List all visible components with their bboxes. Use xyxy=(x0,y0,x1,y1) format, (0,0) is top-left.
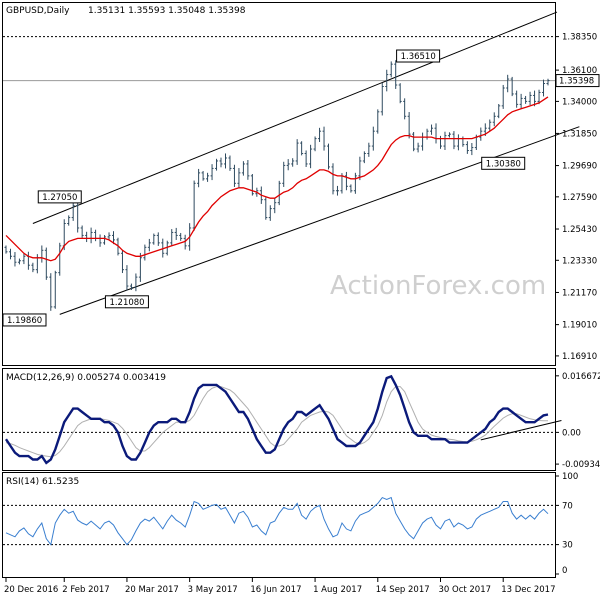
price-annotation-label: 1.36510 xyxy=(401,52,436,62)
price-annotation-box xyxy=(2,313,47,327)
x-axis: 20 Dec 2016 2 Feb 2017 20 Mar 2017 3 May 20… xyxy=(4,578,556,595)
rsi-panel-title: RSI(14) 61.5235 xyxy=(6,477,79,487)
current-price-box xyxy=(555,74,600,88)
price-tick-label: 1.36100 xyxy=(562,66,597,76)
price-annotation-label: 1.30380 xyxy=(486,159,521,169)
channel-upper-line xyxy=(32,11,558,224)
x-tick-label: 13 Dec 2017 xyxy=(501,585,555,595)
rsi-tick-label: 30 xyxy=(562,541,573,551)
price-annotation-label: 1.21080 xyxy=(109,298,144,308)
ohlc-readout: 1.35131 1.35593 1.35048 1.35398 xyxy=(88,6,246,16)
price-tick-label: 1.27590 xyxy=(562,193,597,203)
current-price-label: 1.35398 xyxy=(559,77,594,87)
rsi-panel: 100 70 30 0 xyxy=(3,472,578,576)
price-panel-title: GBPUSD,Daily xyxy=(6,6,70,16)
macd-panel: 0.016672 0.00 -0.009349 xyxy=(3,372,600,470)
price-tick-label: 1.29690 xyxy=(562,162,597,172)
rsi-line xyxy=(5,496,549,546)
x-tick-label: 20 Dec 2016 xyxy=(4,585,58,595)
rsi-tick-label: 0 xyxy=(562,566,567,576)
price-annotation-box xyxy=(37,190,82,204)
price-tick-label: 1.31850 xyxy=(562,129,597,139)
price-annotation-label: 1.27050 xyxy=(42,193,77,203)
macd-tick-label: 0.00 xyxy=(562,428,581,438)
rsi-tick-label: 70 xyxy=(562,501,573,511)
price-tick-label: 1.25430 xyxy=(562,225,597,235)
moving-average-line xyxy=(5,96,549,262)
price-annotation-label: 1.19860 xyxy=(7,316,42,326)
price-tick-label: 1.21170 xyxy=(562,288,597,298)
price-annotation-box xyxy=(104,295,149,309)
macd-line xyxy=(4,374,549,465)
x-tick-label: 20 Mar 2017 xyxy=(125,585,179,595)
price-annotation-box xyxy=(481,156,526,170)
price-tick-label: 1.16910 xyxy=(562,352,597,362)
watermark: ActionForex.com xyxy=(330,271,546,301)
price-tick-label: 1.23330 xyxy=(562,256,597,266)
x-tick-label: 3 May 2017 xyxy=(188,585,238,595)
x-tick-label: 1 Aug 2017 xyxy=(313,585,362,595)
rsi-tick-label: 100 xyxy=(562,472,578,482)
macd-tick-label: -0.009349 xyxy=(562,460,600,470)
price-tick-label: 1.34000 xyxy=(562,97,597,107)
price-tick-label: 1.19010 xyxy=(562,321,597,331)
x-tick-label: 16 Jun 2017 xyxy=(250,585,301,595)
price-tick-label: 1.38350 xyxy=(562,33,597,43)
x-tick-label: 14 Sep 2017 xyxy=(376,585,430,595)
macd-tick-label: 0.016672 xyxy=(562,372,600,382)
price-panel: 1.38350 1.36100 1.34000 1.31850 1.29690 1.275… xyxy=(2,11,600,362)
x-tick-label: 30 Oct 2017 xyxy=(438,585,491,595)
price-annotation-box xyxy=(396,49,441,63)
macd-trendline xyxy=(480,420,562,441)
macd-panel-frame xyxy=(2,368,556,471)
macd-panel-title: MACD(12,26,9) 0.005274 0.003419 xyxy=(6,373,166,383)
x-tick-label: 2 Feb 2017 xyxy=(62,585,109,595)
